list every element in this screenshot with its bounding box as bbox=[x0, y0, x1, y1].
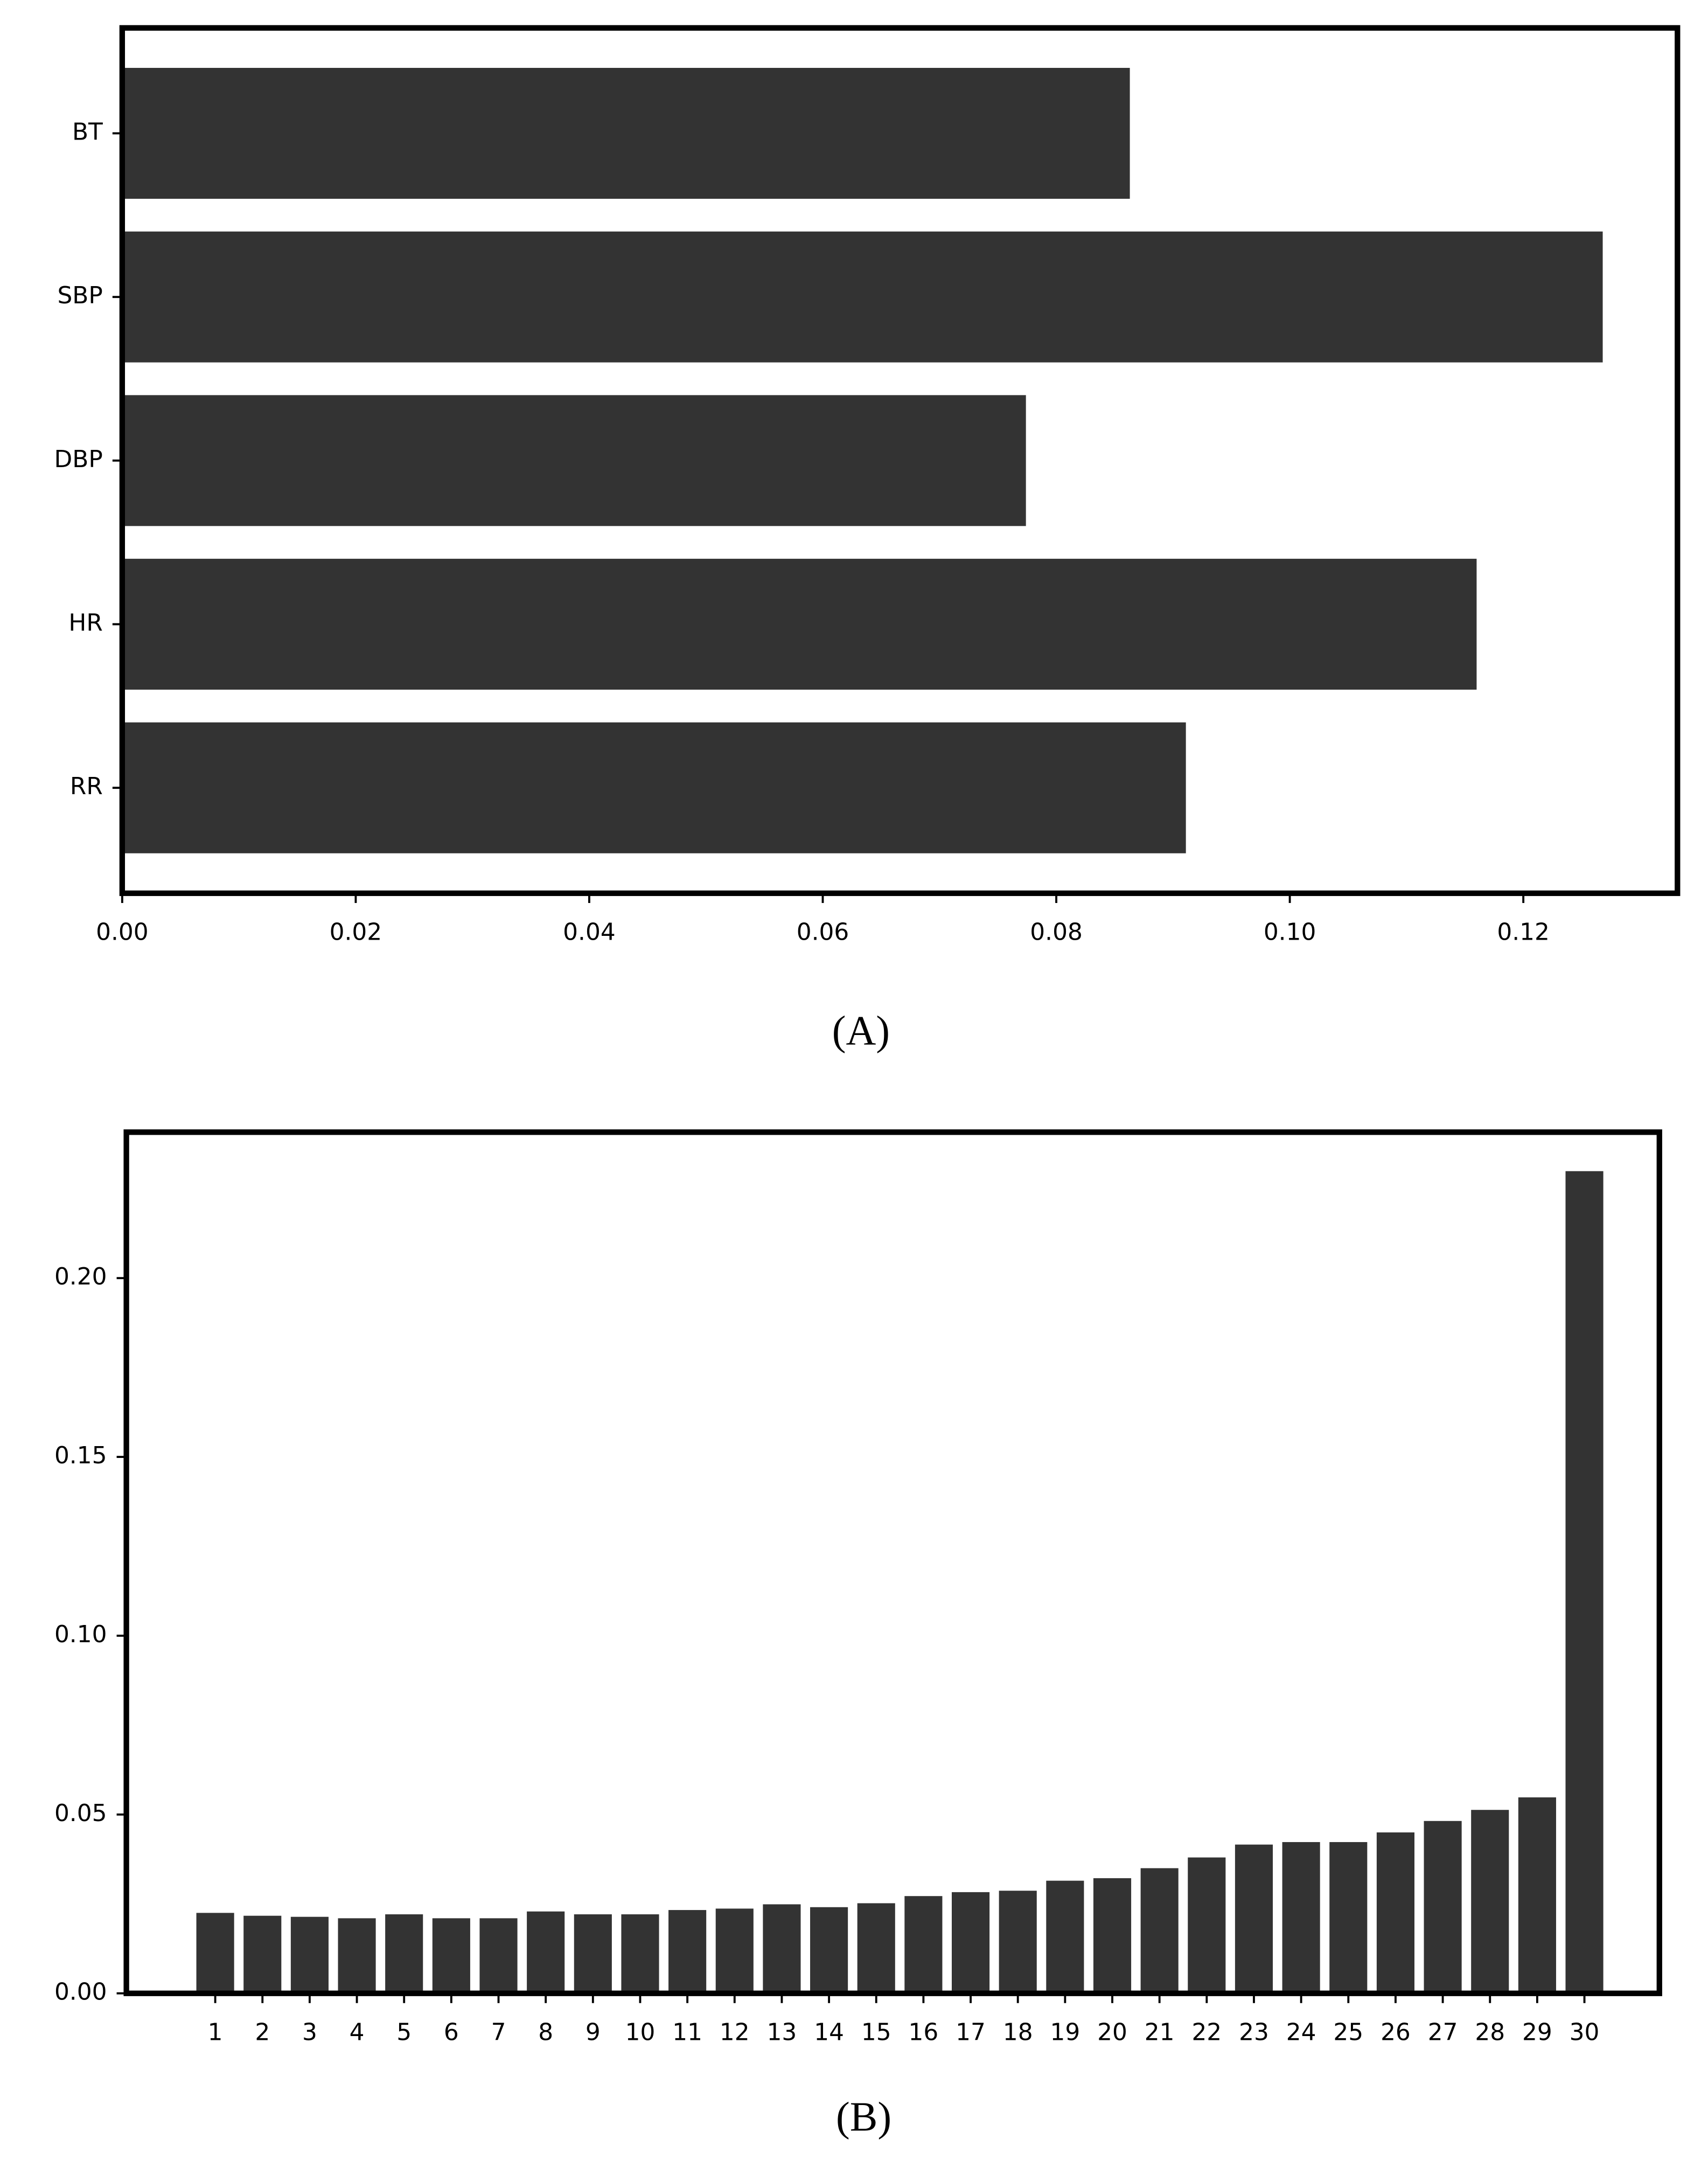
x-tick-label: 26 bbox=[1381, 2018, 1411, 2046]
bar bbox=[1424, 1821, 1462, 1994]
x-tick-label: 0.00 bbox=[96, 919, 149, 946]
plot-frame bbox=[119, 25, 1681, 897]
bar bbox=[1046, 1880, 1084, 1994]
x-tick-label: 2 bbox=[255, 2018, 270, 2046]
x-tick-label: 8 bbox=[538, 2018, 553, 2046]
x-tick-label: 0.10 bbox=[1264, 919, 1316, 946]
bar bbox=[715, 1908, 754, 1994]
x-tick-label: 19 bbox=[1050, 2018, 1080, 2046]
bar bbox=[432, 1918, 470, 1994]
x-tick-label: 10 bbox=[625, 2018, 656, 2046]
bar bbox=[1093, 1878, 1132, 1994]
x-tick-label: 0.02 bbox=[330, 919, 382, 946]
x-tick-label: 15 bbox=[861, 2018, 891, 2046]
caption: (A) bbox=[832, 1008, 890, 1054]
x-tick-label: 1 bbox=[208, 2018, 223, 2046]
x-tick-label: 24 bbox=[1286, 2018, 1316, 2046]
y-tick-label: 0.00 bbox=[54, 1978, 107, 2006]
bar bbox=[122, 67, 1130, 199]
bar bbox=[196, 1913, 234, 1994]
y-tick-label: DBP bbox=[54, 446, 103, 473]
bar bbox=[479, 1918, 518, 1994]
y-tick-label: 0.05 bbox=[54, 1800, 107, 1827]
x-tick-label: 13 bbox=[767, 2018, 797, 2046]
bar bbox=[621, 1914, 659, 1994]
bar bbox=[1376, 1832, 1415, 1994]
y-tick-label: 0.20 bbox=[54, 1263, 107, 1290]
x-tick-label: 28 bbox=[1475, 2018, 1505, 2046]
y-tick-label: BT bbox=[72, 118, 103, 145]
x-tick-label: 27 bbox=[1428, 2018, 1458, 2046]
x-tick-label: 23 bbox=[1239, 2018, 1269, 2046]
x-tick-label: 18 bbox=[1003, 2018, 1033, 2046]
bar bbox=[904, 1896, 943, 1994]
bar bbox=[338, 1918, 376, 1994]
bar bbox=[122, 559, 1477, 690]
x-tick-label: 25 bbox=[1333, 2018, 1363, 2046]
bar bbox=[385, 1914, 423, 1994]
x-tick-label: 7 bbox=[491, 2018, 506, 2046]
x-tick-label: 30 bbox=[1570, 2018, 1600, 2046]
bar bbox=[243, 1915, 282, 1994]
x-tick-label: 12 bbox=[720, 2018, 750, 2046]
y-tick-label: 0.10 bbox=[54, 1621, 107, 1648]
bar bbox=[290, 1916, 329, 1994]
bar bbox=[1188, 1857, 1226, 1994]
x-tick-label: 14 bbox=[814, 2018, 844, 2046]
y-tick-label: HR bbox=[68, 609, 102, 637]
x-tick-label: 20 bbox=[1097, 2018, 1127, 2046]
bar bbox=[1140, 1868, 1179, 1994]
x-tick-label: 9 bbox=[585, 2018, 601, 2046]
x-tick-label: 22 bbox=[1191, 2018, 1222, 2046]
bar bbox=[763, 1904, 801, 1994]
bar bbox=[1471, 1810, 1509, 1994]
bar bbox=[1282, 1842, 1320, 1994]
x-tick-label: 17 bbox=[956, 2018, 986, 2046]
bar bbox=[999, 1891, 1037, 1994]
bar bbox=[857, 1903, 895, 1994]
bar bbox=[1565, 1171, 1604, 1994]
x-tick-label: 3 bbox=[302, 2018, 317, 2046]
x-tick-label: 29 bbox=[1522, 2018, 1552, 2046]
plot-frame bbox=[123, 1129, 1662, 1996]
y-tick-label: 0.15 bbox=[54, 1442, 107, 1469]
x-tick-label: 6 bbox=[444, 2018, 459, 2046]
bar bbox=[574, 1914, 612, 1994]
y-tick-label: SBP bbox=[57, 282, 102, 309]
bar bbox=[668, 1910, 707, 1994]
caption: (B) bbox=[836, 2094, 891, 2140]
x-tick-label: 21 bbox=[1145, 2018, 1175, 2046]
bar bbox=[1518, 1797, 1556, 1994]
bar bbox=[1235, 1844, 1273, 1994]
x-tick-label: 4 bbox=[350, 2018, 365, 2046]
bar bbox=[527, 1911, 565, 1994]
x-tick-label: 0.04 bbox=[563, 919, 616, 946]
x-tick-label: 16 bbox=[909, 2018, 939, 2046]
y-tick-label: RR bbox=[70, 773, 103, 800]
bar bbox=[810, 1907, 848, 1994]
bar bbox=[1329, 1842, 1368, 1994]
bar bbox=[951, 1892, 990, 1994]
x-tick-label: 0.12 bbox=[1497, 919, 1550, 946]
x-tick-label: 5 bbox=[396, 2018, 412, 2046]
bar bbox=[122, 231, 1603, 363]
bar bbox=[122, 722, 1186, 853]
x-tick-label: 0.06 bbox=[797, 919, 849, 946]
x-tick-label: 0.08 bbox=[1030, 919, 1083, 946]
bar bbox=[122, 395, 1026, 526]
x-tick-label: 11 bbox=[672, 2018, 702, 2046]
